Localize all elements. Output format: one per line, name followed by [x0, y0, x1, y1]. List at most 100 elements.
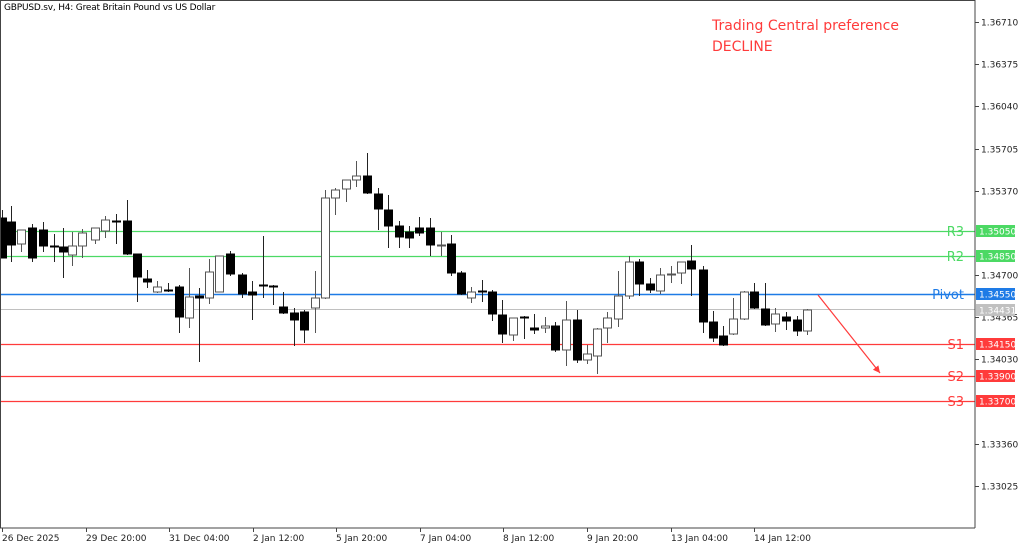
candle — [541, 317, 550, 333]
price-tag-r3: 1.35050 — [976, 225, 1016, 238]
price-tick-label: 1.34700 — [981, 272, 1018, 282]
candle — [426, 218, 435, 256]
price-tick-label: 1.33025 — [981, 483, 1018, 493]
price-tag-s1: 1.34150 — [976, 338, 1016, 351]
candle — [352, 161, 361, 187]
candle — [133, 253, 142, 302]
candle — [437, 232, 446, 256]
candle — [457, 271, 466, 295]
svg-text:1.34150: 1.34150 — [979, 341, 1016, 351]
candle — [729, 298, 738, 335]
candle — [205, 259, 214, 304]
candle — [91, 227, 100, 244]
trading-central-preference: Trading Central preference DECLINE — [712, 16, 899, 58]
price-tick-label: 1.36710 — [981, 19, 1018, 29]
candle — [195, 288, 204, 362]
price-axis[interactable]: 1.36710 1.36375 1.36040 1.35705 1.35370 1.347… — [975, 19, 1018, 493]
candle — [238, 273, 247, 298]
candle — [667, 266, 676, 283]
candle — [488, 290, 497, 321]
time-tick-label: 13 Jan 04:00 — [671, 534, 728, 544]
price-tag-current: 1.34431 — [976, 304, 1016, 317]
time-tick-label: 7 Jan 04:00 — [420, 534, 472, 544]
candle — [415, 217, 424, 236]
candle — [635, 259, 644, 296]
price-tick-label: 1.34365 — [981, 314, 1018, 324]
candle — [39, 222, 48, 252]
candle — [646, 278, 655, 293]
level-label-s1: S1 — [947, 338, 964, 353]
candle — [269, 285, 278, 305]
time-axis[interactable]: 26 Dec 2025 29 Dec 20:00 31 Dec 04:00 2 Jan… — [2, 528, 811, 544]
time-tick-label: 8 Jan 12:00 — [503, 534, 555, 544]
candle — [625, 256, 634, 299]
candle — [771, 308, 780, 332]
candle — [614, 271, 623, 327]
level-label-pivot: Pivot — [932, 288, 964, 303]
time-tick-label: 9 Jan 20:00 — [587, 534, 639, 544]
candle — [384, 195, 393, 248]
candles — [0, 153, 812, 374]
candle — [467, 287, 476, 303]
candle — [593, 328, 602, 374]
candle — [750, 283, 759, 309]
time-tick-label: 29 Dec 20:00 — [86, 534, 147, 544]
candle — [215, 255, 224, 293]
candle — [112, 214, 121, 244]
candle — [583, 345, 592, 364]
price-tick-label: 1.33360 — [981, 441, 1018, 451]
candle — [405, 226, 414, 248]
level-price-tags: 1.35050 1.34850 1.34550 1.34150 1.33900 1.337… — [976, 225, 1016, 408]
arrow-head-icon — [872, 365, 880, 373]
candle — [321, 190, 330, 299]
candle — [50, 234, 59, 262]
candle — [59, 228, 68, 278]
candle — [573, 310, 582, 363]
candle — [687, 245, 696, 296]
candle — [498, 300, 507, 343]
candle — [290, 308, 299, 346]
price-tick-label: 1.35705 — [981, 146, 1018, 156]
time-tick-label: 2 Jan 12:00 — [253, 534, 305, 544]
time-tick-label: 5 Jan 20:00 — [336, 534, 388, 544]
price-tag-s3: 1.33700 — [976, 395, 1016, 408]
candle — [677, 261, 686, 284]
candle — [68, 232, 77, 266]
time-tick-label: 31 Dec 04:00 — [169, 534, 230, 544]
time-tick-label: 14 Jan 12:00 — [754, 534, 811, 544]
price-tag-r2: 1.34850 — [976, 250, 1016, 263]
time-tick-label: 26 Dec 2025 — [2, 534, 60, 544]
candle — [78, 229, 87, 258]
candle — [0, 210, 7, 259]
candle — [331, 188, 340, 215]
candle — [311, 271, 320, 333]
price-tick-label: 1.34030 — [981, 356, 1018, 366]
candle — [709, 311, 718, 342]
candle — [226, 251, 235, 276]
candle — [656, 268, 665, 294]
candle — [300, 310, 309, 343]
candle — [562, 301, 571, 366]
candle — [342, 179, 351, 202]
candle — [699, 266, 708, 333]
candle — [761, 283, 770, 326]
svg-text:1.34431: 1.34431 — [979, 307, 1016, 317]
candle — [520, 316, 529, 339]
pivot-levels: R3 R2 Pivot S1 S2 S3 — [0, 225, 975, 410]
candle — [185, 268, 194, 328]
axes — [0, 0, 976, 529]
preference-value: DECLINE — [712, 39, 773, 55]
preference-label: Trading Central preference — [712, 18, 899, 34]
candle — [719, 326, 728, 346]
forecast-arrow — [817, 294, 881, 374]
price-tick-label: 1.35370 — [981, 188, 1018, 198]
price-tag-s2: 1.33900 — [976, 370, 1016, 383]
candle — [175, 285, 184, 333]
candle — [803, 309, 812, 335]
candle — [17, 229, 26, 252]
svg-text:1.33700: 1.33700 — [979, 398, 1016, 408]
candle — [374, 188, 383, 230]
candle — [279, 292, 288, 314]
